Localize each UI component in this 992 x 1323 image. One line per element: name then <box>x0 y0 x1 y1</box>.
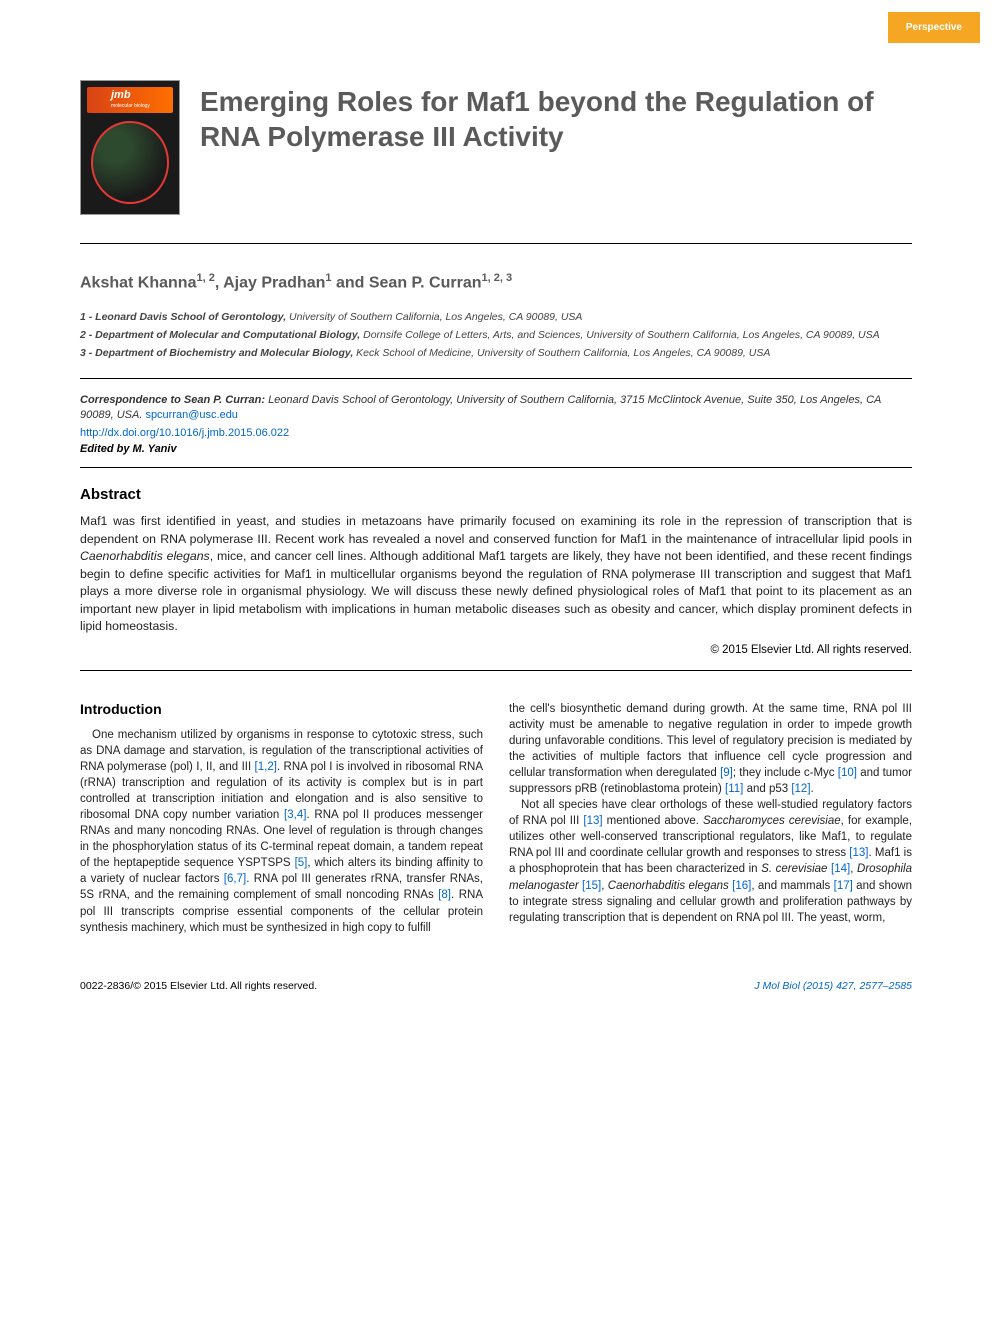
email-link[interactable]: spcurran@usc.edu <box>145 409 238 421</box>
intro-paragraph-1: One mechanism utilized by organisms in r… <box>80 727 483 936</box>
journal-logo-text: jmb <box>111 89 131 101</box>
affiliation-2: 2 - Department of Molecular and Computat… <box>80 328 912 344</box>
ref-link[interactable]: [13] <box>583 815 602 827</box>
ref-link[interactable]: [8] <box>438 889 451 901</box>
page: jmb molecular biology Emerging Roles for… <box>0 0 992 1032</box>
ref-link[interactable]: [10] <box>838 767 857 779</box>
article-title: Emerging Roles for Maf1 beyond the Regul… <box>200 80 912 154</box>
affiliation-1: 1 - Leonard Davis School of Gerontology,… <box>80 310 912 326</box>
journal-cover-thumbnail: jmb molecular biology <box>80 80 180 215</box>
intro-paragraph-1-cont: the cell's biosynthetic demand during gr… <box>509 701 912 798</box>
correspondence: Correspondence to Sean P. Curran: Leonar… <box>80 393 912 424</box>
footer-copyright: 0022-2836/© 2015 Elsevier Ltd. All right… <box>80 980 317 992</box>
body-columns: Introduction One mechanism utilized by o… <box>80 701 912 936</box>
ref-link[interactable]: [11] <box>725 783 743 795</box>
meta-block: Correspondence to Sean P. Curran: Leonar… <box>80 378 912 469</box>
authors-line: Akshat Khanna1, 2, Ajay Pradhan1 and Sea… <box>80 272 912 292</box>
edited-by: Edited by M. Yaniv <box>80 443 912 455</box>
column-left: Introduction One mechanism utilized by o… <box>80 701 483 936</box>
ref-link[interactable]: [13] <box>849 847 868 859</box>
ref-link[interactable]: [1,2] <box>255 761 277 773</box>
ref-link[interactable]: [12] <box>791 783 810 795</box>
doi-link[interactable]: http://dx.doi.org/10.1016/j.jmb.2015.06.… <box>80 427 289 439</box>
abstract-heading: Abstract <box>80 486 912 503</box>
ref-link[interactable]: [16] <box>732 880 751 892</box>
ref-link[interactable]: [6,7] <box>224 873 246 885</box>
page-footer: 0022-2836/© 2015 Elsevier Ltd. All right… <box>80 980 912 992</box>
header: jmb molecular biology Emerging Roles for… <box>80 80 912 244</box>
affiliations: 1 - Leonard Davis School of Gerontology,… <box>80 310 912 361</box>
ref-link[interactable]: [3,4] <box>284 809 306 821</box>
intro-paragraph-2: Not all species have clear orthologs of … <box>509 797 912 926</box>
journal-subtitle: molecular biology <box>111 103 150 109</box>
introduction-heading: Introduction <box>80 701 483 717</box>
affiliation-3: 3 - Department of Biochemistry and Molec… <box>80 346 912 362</box>
ref-link[interactable]: [5] <box>295 857 308 869</box>
abstract-text: Maf1 was first identified in yeast, and … <box>80 513 912 635</box>
ref-link[interactable]: [17] <box>834 880 853 892</box>
ref-link[interactable]: [9] <box>720 767 733 779</box>
footer-citation: J Mol Biol (2015) 427, 2577–2585 <box>754 980 912 992</box>
copyright: © 2015 Elsevier Ltd. All rights reserved… <box>80 644 912 671</box>
ref-link[interactable]: [15] <box>582 880 601 892</box>
ref-link[interactable]: [14] <box>831 863 850 875</box>
column-right: the cell's biosynthetic demand during gr… <box>509 701 912 936</box>
